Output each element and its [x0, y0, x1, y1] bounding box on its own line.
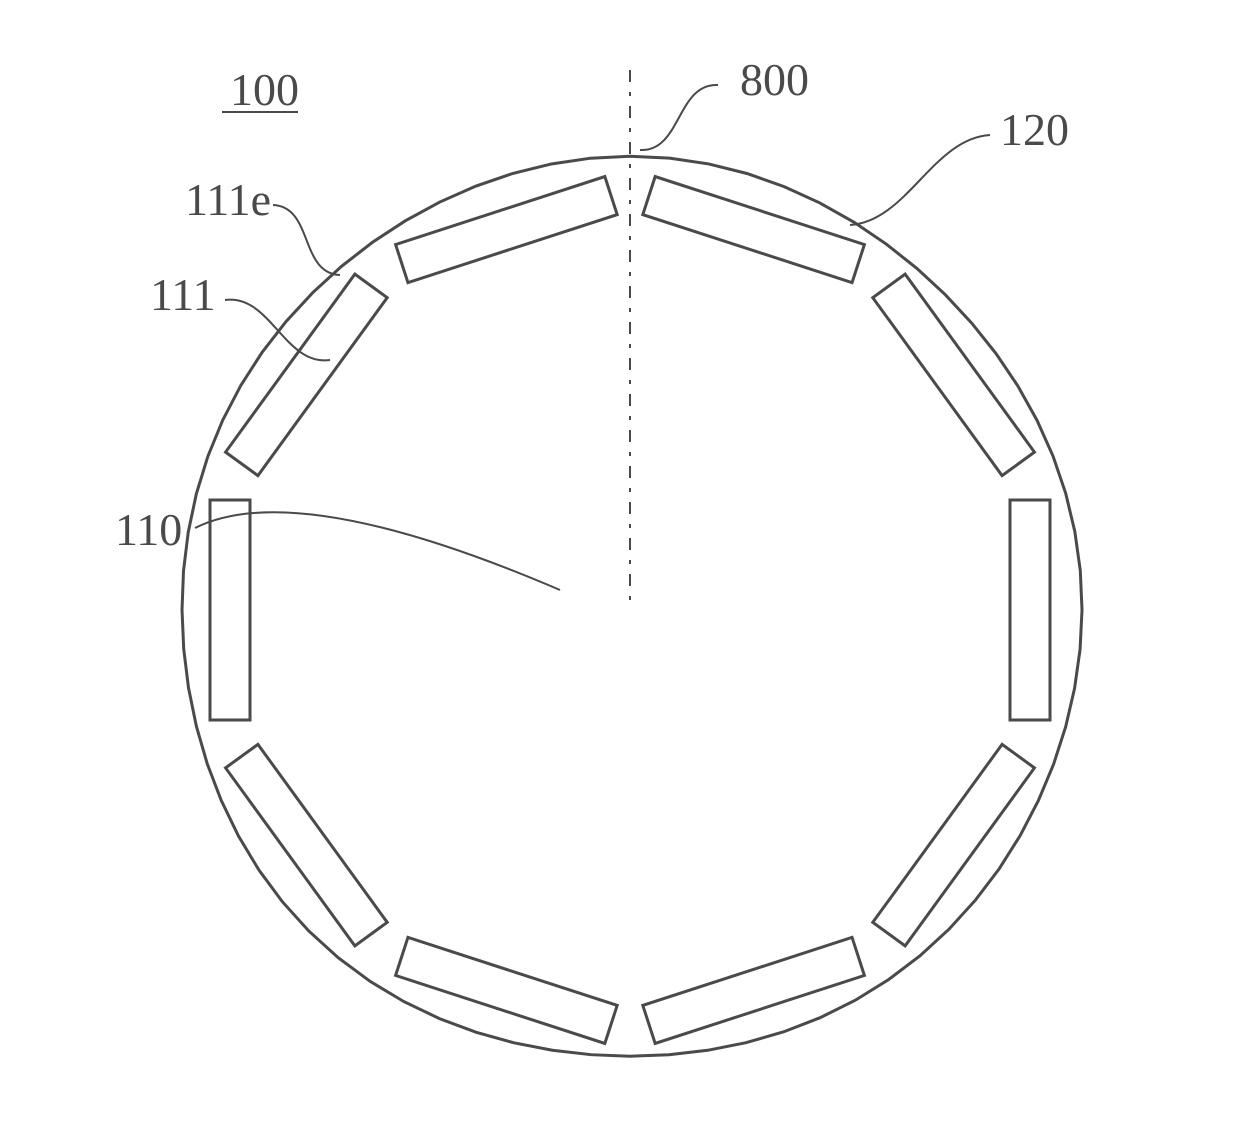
slot [643, 937, 865, 1043]
leader-800 [640, 85, 718, 150]
callout-label-800: 800 [740, 54, 809, 105]
callout-label-111e: 111e [185, 174, 271, 225]
slot [873, 744, 1035, 945]
leader-111e [273, 205, 340, 275]
figure-number: 100 [230, 64, 299, 115]
slot [643, 177, 865, 283]
slot [1010, 500, 1050, 720]
slot [210, 500, 250, 720]
outer-circle [182, 156, 1082, 1056]
callout-label-120: 120 [1000, 104, 1069, 155]
callout-label-111: 111 [150, 269, 216, 320]
slot [396, 937, 618, 1043]
slot [226, 744, 388, 945]
callout-label-110: 110 [115, 504, 182, 555]
slot [396, 177, 618, 283]
leader-120 [850, 135, 990, 225]
